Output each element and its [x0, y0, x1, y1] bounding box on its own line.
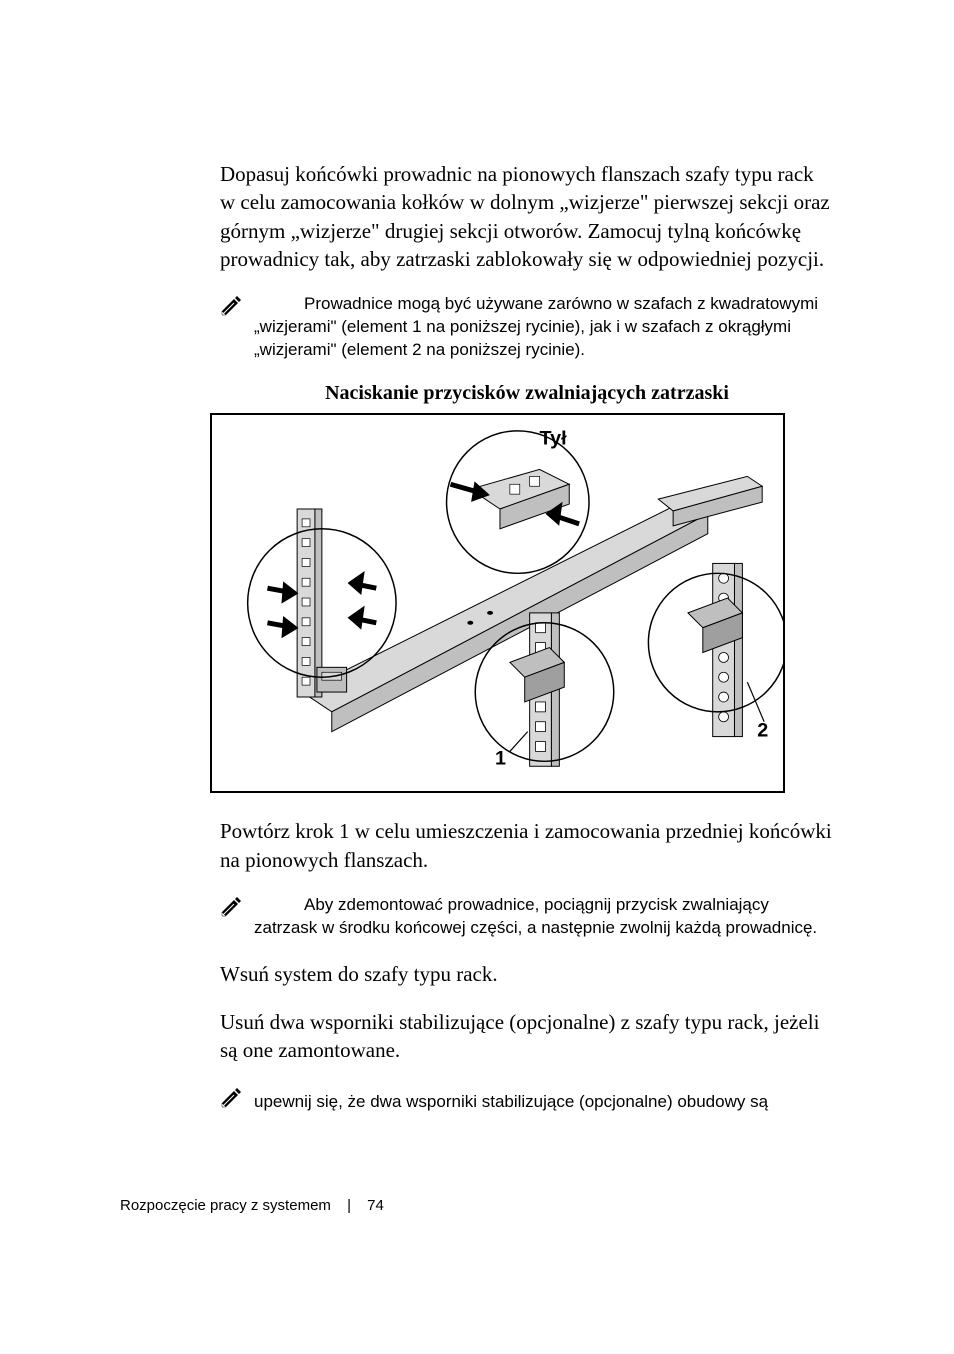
- paragraph-2: Powtórz krok 1 w celu umieszczenia i zam…: [120, 817, 834, 874]
- note-text-3: upewnij się, że dwa wsporniki stabilizuj…: [254, 1085, 768, 1114]
- footer-section-title: Rozpoczęcie pracy z systemem: [120, 1197, 331, 1214]
- note-pencil-icon: [220, 1085, 244, 1114]
- note-pencil-icon: [220, 894, 244, 923]
- note-text-1: Prowadnice mogą być używane zarówno w sz…: [254, 293, 834, 362]
- note-block-1: Prowadnice mogą być używane zarówno w sz…: [120, 293, 834, 362]
- figure-caption: Naciskanie przycisków zwalniających zatr…: [120, 382, 834, 405]
- paragraph-4: Usuń dwa wsporniki stabilizujące (opcjon…: [120, 1008, 834, 1065]
- figure-label-2: 2: [757, 720, 768, 742]
- figure-label-1: 1: [495, 747, 506, 769]
- paragraph-3: Wsuń system do szafy typu rack.: [120, 960, 834, 988]
- note-block-2: Aby zdemontować prowadnice, pociągnij pr…: [120, 894, 834, 940]
- page: Dopasuj końcówki prowadnic na pionowych …: [0, 0, 954, 1354]
- note-text-2: Aby zdemontować prowadnice, pociągnij pr…: [254, 894, 834, 940]
- paragraph-1: Dopasuj końcówki prowadnic na pionowych …: [120, 160, 834, 273]
- note-block-3: upewnij się, że dwa wsporniki stabilizuj…: [120, 1085, 834, 1114]
- note-pencil-icon: [220, 293, 244, 322]
- footer-separator: |: [335, 1197, 363, 1214]
- footer-page-number: 74: [367, 1197, 384, 1214]
- page-footer: Rozpoczęcie pracy z systemem | 74: [120, 1197, 384, 1214]
- figure-illustration: Tył 1 2: [210, 413, 785, 793]
- figure-label-back: Tył: [540, 428, 568, 450]
